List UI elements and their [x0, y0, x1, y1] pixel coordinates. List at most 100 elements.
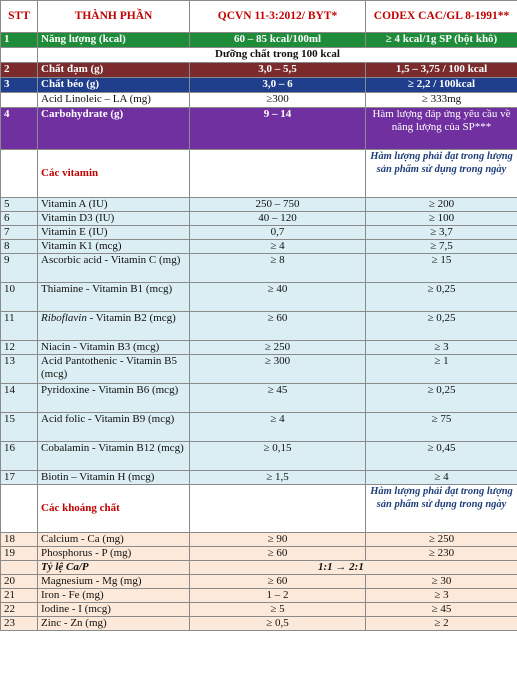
- row-codex: ≥ 200: [365, 197, 517, 212]
- table-row: 11 Riboflavin - Vitamin B2 (mcg) ≥ 60 ≥ 0,2…: [0, 311, 517, 341]
- linoleic-qcvn: ≥300: [189, 92, 366, 108]
- header-qcvn: QCVN 11-3:2012/ BYT*: [189, 0, 366, 33]
- row-codex: ≥ 0,25: [365, 383, 517, 413]
- row-qcvn: ≥ 5: [189, 602, 366, 617]
- row-stt: 8: [0, 239, 38, 254]
- row-name: Riboflavin - Vitamin B2 (mcg): [37, 311, 190, 341]
- table-row: 6 Vitamin D3 (IU) 40 – 120 ≥ 100: [0, 211, 517, 226]
- row-name: Vitamin K1 (mcg): [37, 239, 190, 254]
- table-row: 12 Niacin - Vitamin B3 (mcg) ≥ 250 ≥ 3: [0, 340, 517, 355]
- mineral-rows-a: 18 Calcium - Ca (mg) ≥ 90 ≥ 250 19 Phosphorus…: [0, 532, 517, 561]
- row-codex: ≥ 230: [365, 546, 517, 561]
- row-stt: 12: [0, 340, 38, 355]
- row-name: Phosphorus - P (mg): [37, 546, 190, 561]
- row-codex: ≥ 45: [365, 602, 517, 617]
- table-row: 18 Calcium - Ca (mg) ≥ 90 ≥ 250: [0, 532, 517, 547]
- row-codex: ≥ 0,45: [365, 441, 517, 471]
- nutrition-comparison-table: STT THÀNH PHẦN QCVN 11-3:2012/ BYT* CODE…: [0, 0, 517, 631]
- row-name: Vitamin A (IU): [37, 197, 190, 212]
- table-row: 19 Phosphorus - P (mg) ≥ 60 ≥ 230: [0, 546, 517, 561]
- minerals-section-row: Các khoáng chất Hàm lượng phải đạt trong…: [0, 484, 517, 533]
- row-codex: ≥ 7,5: [365, 239, 517, 254]
- row-stt: 19: [0, 546, 38, 561]
- row-stt: 21: [0, 588, 38, 603]
- row-stt: 7: [0, 225, 38, 240]
- table-row: 8 Vitamin K1 (mcg) ≥ 4 ≥ 7,5: [0, 239, 517, 254]
- table-row: 23 Zinc - Zn (mg) ≥ 0,5 ≥ 2: [0, 616, 517, 631]
- carb-qcvn: 9 – 14: [189, 107, 366, 150]
- header-stt: STT: [0, 0, 38, 33]
- fat-qcvn: 3,0 – 6: [189, 77, 366, 93]
- subheader-row: Dưỡng chất trong 100 kcal: [0, 47, 517, 63]
- table-row: 20 Magnesium - Mg (mg) ≥ 60 ≥ 30: [0, 574, 517, 589]
- row-codex: ≥ 100: [365, 211, 517, 226]
- row-qcvn: ≥ 90: [189, 532, 366, 547]
- row-name: Zinc - Zn (mg): [37, 616, 190, 631]
- row-qcvn: ≥ 45: [189, 383, 366, 413]
- row-stt: 16: [0, 441, 38, 471]
- energy-stt: 1: [0, 32, 38, 48]
- row-name-italic: Riboflavin: [41, 312, 87, 325]
- row-qcvn: ≥ 0,15: [189, 441, 366, 471]
- row-qcvn: ≥ 60: [189, 311, 366, 341]
- row-name: Magnesium - Mg (mg): [37, 574, 190, 589]
- row-qcvn: ≥ 40: [189, 282, 366, 312]
- row-codex: ≥ 3,7: [365, 225, 517, 240]
- row-stt: 11: [0, 311, 38, 341]
- vitamin-rows: 5 Vitamin A (IU) 250 – 750 ≥ 200 6 Vitamin D3…: [0, 197, 517, 485]
- row-name: Pyridoxine - Vitamin B6 (mcg): [37, 383, 190, 413]
- ca-p-ratio-row: Tỷ lệ Ca/P 1:1 → 2:1: [0, 560, 517, 575]
- row-qcvn: ≥ 4: [189, 412, 366, 442]
- row-name-rest: - Vitamin B2 (mcg): [86, 312, 176, 325]
- row-qcvn: 250 – 750: [189, 197, 366, 212]
- row-name: Vitamin E (IU): [37, 225, 190, 240]
- row-qcvn: ≥ 60: [189, 574, 366, 589]
- row-codex: ≥ 4: [365, 470, 517, 485]
- carb-codex: Hàm lượng đáp ứng yêu cầu về năng lượng …: [365, 107, 517, 150]
- row-stt: 20: [0, 574, 38, 589]
- row-stt: 13: [0, 354, 38, 384]
- row-name: Vitamin D3 (IU): [37, 211, 190, 226]
- row-stt: 9: [0, 253, 38, 283]
- row-qcvn: ≥ 0,5: [189, 616, 366, 631]
- energy-name: Năng lượng (kcal): [37, 32, 190, 48]
- row-name: Iron - Fe (mg): [37, 588, 190, 603]
- minerals-note: Hàm lượng phải đạt trong lượng sản phẩm …: [365, 484, 517, 533]
- row-codex: ≥ 3: [365, 588, 517, 603]
- linoleic-name: Acid Linoleic – LA (mg): [37, 92, 190, 108]
- header-name: THÀNH PHẦN: [37, 0, 190, 33]
- vitamins-title: Các vitamin: [37, 149, 190, 198]
- protein-row: 2 Chất đạm (g) 3,0 – 5,5 1,5 – 3,75 / 10…: [0, 62, 517, 78]
- row-name: Iodine - I (mcg): [37, 602, 190, 617]
- row-codex: ≥ 2: [365, 616, 517, 631]
- row-codex: ≥ 250: [365, 532, 517, 547]
- table-row: 14 Pyridoxine - Vitamin B6 (mcg) ≥ 45 ≥ 0,2…: [0, 383, 517, 413]
- table-row: 9 Ascorbic acid - Vitamin C (mg) ≥ 8 ≥ 15: [0, 253, 517, 283]
- mineral-rows-b: 20 Magnesium - Mg (mg) ≥ 60 ≥ 30 21 Iron - Fe…: [0, 574, 517, 631]
- row-stt: 22: [0, 602, 38, 617]
- row-stt: 14: [0, 383, 38, 413]
- row-name: Niacin - Vitamin B3 (mcg): [37, 340, 190, 355]
- fat-name: Chất béo (g): [37, 77, 190, 93]
- row-qcvn: ≥ 4: [189, 239, 366, 254]
- row-qcvn: ≥ 1,5: [189, 470, 366, 485]
- row-name: Thiamine - Vitamin B1 (mcg): [37, 282, 190, 312]
- row-qcvn: 40 – 120: [189, 211, 366, 226]
- row-qcvn: 1 – 2: [189, 588, 366, 603]
- fat-codex: ≥ 2,2 / 100kcal: [365, 77, 517, 93]
- ca-p-ratio-name: Tỷ lệ Ca/P: [37, 560, 190, 575]
- table-row: 10 Thiamine - Vitamin B1 (mcg) ≥ 40 ≥ 0,25: [0, 282, 517, 312]
- energy-codex: ≥ 4 kcal/1g SP (bột khô): [365, 32, 517, 48]
- row-name: Cobalamin - Vitamin B12 (mcg): [37, 441, 190, 471]
- row-qcvn: ≥ 60: [189, 546, 366, 561]
- row-codex: ≥ 15: [365, 253, 517, 283]
- row-stt: 5: [0, 197, 38, 212]
- fat-stt: 3: [0, 77, 38, 93]
- table-row: 22 Iodine - I (mcg) ≥ 5 ≥ 45: [0, 602, 517, 617]
- table-row: 21 Iron - Fe (mg) 1 – 2 ≥ 3: [0, 588, 517, 603]
- row-qcvn: ≥ 250: [189, 340, 366, 355]
- energy-qcvn: 60 – 85 kcal/100ml: [189, 32, 366, 48]
- row-name: Biotin – Vitamin H (mcg): [37, 470, 190, 485]
- subheader-text: Dưỡng chất trong 100 kcal: [37, 47, 517, 63]
- table-row: 5 Vitamin A (IU) 250 – 750 ≥ 200: [0, 197, 517, 212]
